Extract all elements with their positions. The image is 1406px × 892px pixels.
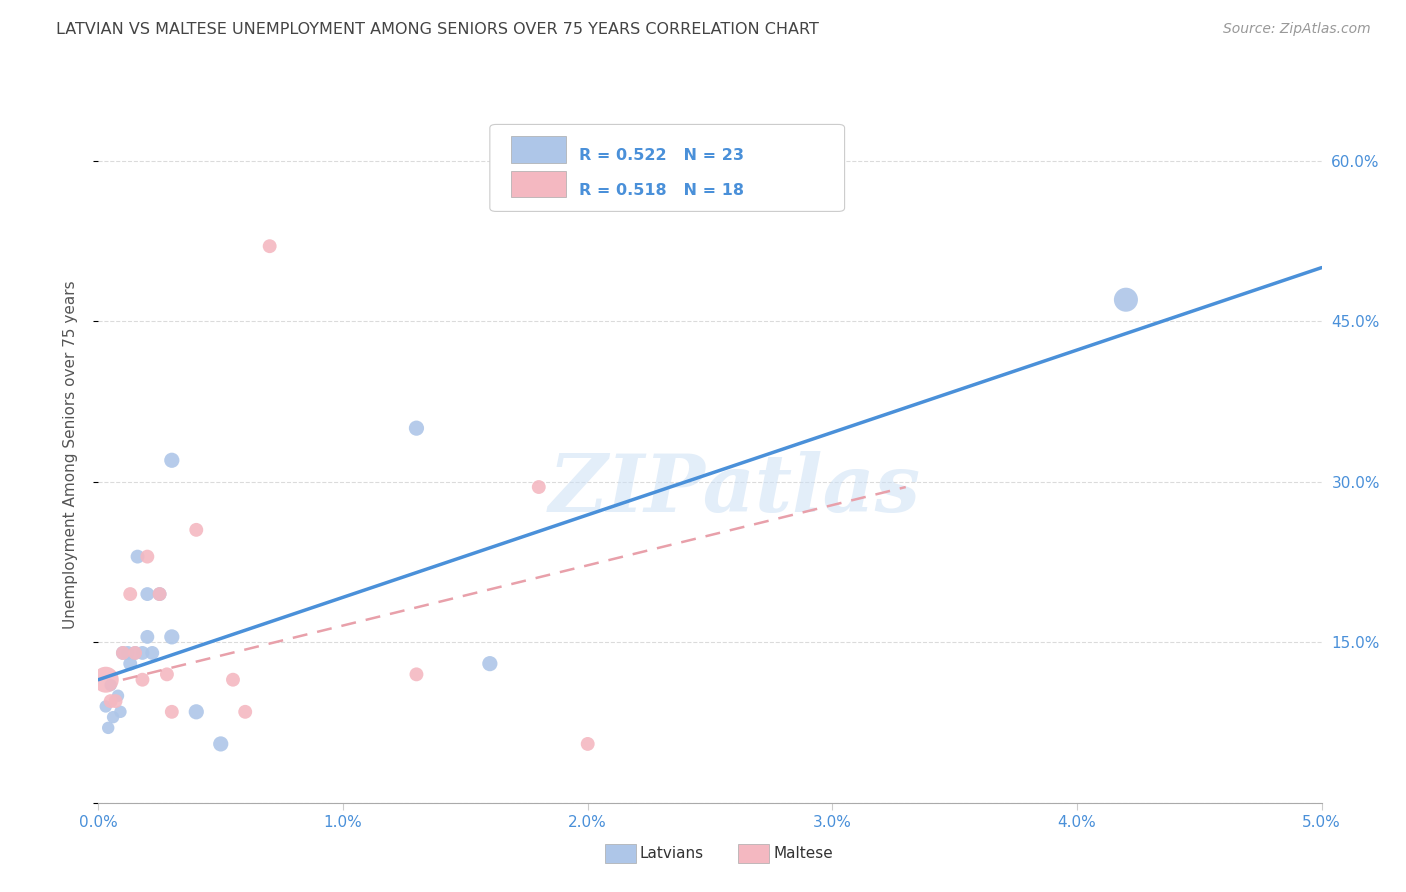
Text: ZIPatlas: ZIPatlas <box>548 451 921 528</box>
Point <box>131 646 153 660</box>
Point <box>1115 293 1137 307</box>
Point <box>160 705 183 719</box>
Point <box>405 667 427 681</box>
Point <box>209 737 232 751</box>
Point <box>117 646 139 660</box>
Text: LATVIAN VS MALTESE UNEMPLOYMENT AMONG SENIORS OVER 75 YEARS CORRELATION CHART: LATVIAN VS MALTESE UNEMPLOYMENT AMONG SE… <box>56 22 820 37</box>
Text: R = 0.522   N = 23: R = 0.522 N = 23 <box>579 148 744 163</box>
Point <box>104 694 127 708</box>
Point <box>110 705 132 719</box>
Point <box>94 699 117 714</box>
Point <box>111 646 134 660</box>
Point <box>127 549 149 564</box>
Point <box>186 523 208 537</box>
Point <box>149 587 172 601</box>
Point <box>94 673 117 687</box>
Text: Source: ZipAtlas.com: Source: ZipAtlas.com <box>1223 22 1371 37</box>
Point <box>136 587 159 601</box>
Y-axis label: Unemployment Among Seniors over 75 years: Unemployment Among Seniors over 75 years <box>63 281 77 629</box>
Point <box>100 694 122 708</box>
Point <box>149 587 172 601</box>
Point <box>100 678 122 692</box>
Point <box>111 646 134 660</box>
Point <box>107 689 129 703</box>
Text: Latvians: Latvians <box>640 847 704 861</box>
Point <box>101 710 124 724</box>
Point <box>160 453 183 467</box>
Point <box>527 480 550 494</box>
Point <box>156 667 179 681</box>
Point <box>186 705 208 719</box>
Point <box>141 646 163 660</box>
Point <box>478 657 501 671</box>
Point <box>136 630 159 644</box>
Point <box>131 673 153 687</box>
Point <box>120 657 142 671</box>
Bar <box>510 171 565 197</box>
Point <box>222 673 245 687</box>
Point <box>136 549 159 564</box>
Point <box>259 239 281 253</box>
Point <box>233 705 256 719</box>
Text: Maltese: Maltese <box>773 847 832 861</box>
Point <box>160 630 183 644</box>
Bar <box>510 136 565 162</box>
Text: R = 0.518   N = 18: R = 0.518 N = 18 <box>579 183 744 198</box>
Point <box>405 421 427 435</box>
Point <box>97 721 120 735</box>
Point <box>576 737 599 751</box>
FancyBboxPatch shape <box>489 124 845 211</box>
Point <box>120 587 142 601</box>
Point <box>124 646 146 660</box>
Point <box>124 646 146 660</box>
